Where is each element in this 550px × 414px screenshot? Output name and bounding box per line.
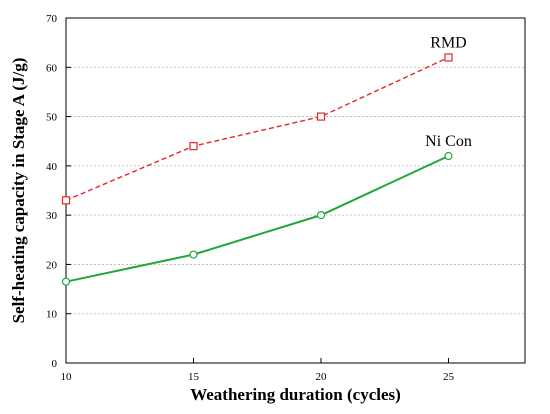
y-tick-label: 0 [52, 358, 58, 370]
x-tick-label: 20 [316, 371, 328, 383]
y-axis-title: Self-heating capacity in Stage A (J/g) [9, 58, 28, 324]
y-tick-label: 50 [46, 112, 58, 124]
y-tick-label: 60 [46, 62, 58, 74]
y-tick-label: 20 [46, 259, 58, 271]
y-tick-label: 10 [46, 309, 58, 321]
data-point-rmd [444, 53, 453, 62]
series-line-ni-con [65, 155, 449, 283]
series-rmd: RMD [61, 34, 467, 205]
x-tick-label: 15 [188, 371, 200, 383]
x-axis-title: Weathering duration (cycles) [190, 385, 401, 404]
series-label-rmd: RMD [430, 34, 466, 51]
series-label-ni-con: Ni Con [425, 133, 472, 150]
series-line-rmd [65, 56, 449, 202]
series-ni-con: Ni Con [61, 133, 472, 286]
series-layer: RMD Ni Con [61, 34, 472, 286]
y-tick-label: 70 [46, 13, 58, 25]
data-point-ni-con [189, 250, 198, 259]
data-point-ni-con [316, 211, 326, 220]
plot-area-frame [65, 17, 526, 364]
data-point-ni-con [444, 151, 453, 161]
y-tick-label: 40 [46, 161, 58, 173]
data-point-rmd [316, 112, 326, 121]
data-point-rmd [61, 196, 71, 205]
data-point-ni-con [61, 277, 71, 286]
gridlines [66, 66, 525, 315]
x-tick-label: 10 [61, 371, 73, 383]
x-tick-label: 25 [443, 371, 455, 383]
y-tick-label: 30 [46, 210, 58, 222]
data-point-rmd [189, 142, 198, 151]
